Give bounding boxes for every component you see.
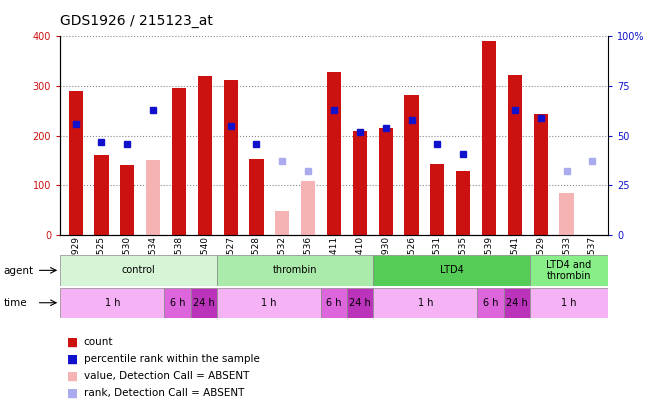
Bar [508, 75, 522, 235]
Bar [172, 87, 186, 235]
Bar [164, 288, 190, 318]
Bar [275, 211, 289, 235]
Bar [373, 255, 530, 286]
Text: 1 h: 1 h [104, 298, 120, 308]
Text: ■: ■ [67, 387, 78, 400]
Text: LTD4 and
thrombin: LTD4 and thrombin [546, 260, 591, 281]
Bar [146, 160, 160, 235]
Bar [94, 155, 109, 235]
Bar [534, 114, 548, 235]
Text: 6 h: 6 h [483, 298, 498, 308]
Text: LTD4: LTD4 [440, 265, 463, 275]
Text: 24 h: 24 h [349, 298, 371, 308]
Text: agent: agent [3, 266, 33, 275]
Text: count: count [84, 337, 113, 347]
Bar [190, 288, 216, 318]
Bar [530, 288, 608, 318]
Text: ■: ■ [67, 353, 78, 366]
Text: rank, Detection Call = ABSENT: rank, Detection Call = ABSENT [84, 388, 244, 398]
Bar [559, 193, 574, 235]
Bar [530, 255, 608, 286]
Text: ■: ■ [67, 370, 78, 383]
Bar [379, 128, 393, 235]
Text: 24 h: 24 h [506, 298, 528, 308]
Bar [478, 288, 504, 318]
Text: 24 h: 24 h [192, 298, 214, 308]
Bar [321, 288, 347, 318]
Bar [456, 171, 470, 235]
Bar [198, 76, 212, 235]
Bar [373, 288, 478, 318]
Text: percentile rank within the sample: percentile rank within the sample [84, 354, 259, 364]
Bar [60, 288, 164, 318]
Bar [69, 91, 83, 235]
Text: control: control [122, 265, 155, 275]
Bar [224, 80, 238, 235]
Text: thrombin: thrombin [273, 265, 317, 275]
Bar [482, 41, 496, 235]
Text: 1 h: 1 h [261, 298, 277, 308]
Bar [347, 288, 373, 318]
Text: value, Detection Call = ABSENT: value, Detection Call = ABSENT [84, 371, 249, 381]
Text: 6 h: 6 h [170, 298, 185, 308]
Bar [404, 95, 419, 235]
Text: 6 h: 6 h [326, 298, 342, 308]
Bar [353, 131, 367, 235]
Bar [327, 72, 341, 235]
Bar [216, 255, 373, 286]
Bar [216, 288, 321, 318]
Bar [120, 165, 134, 235]
Bar [60, 255, 216, 286]
Bar [301, 181, 315, 235]
Bar [249, 160, 264, 235]
Text: ■: ■ [67, 336, 78, 349]
Text: 1 h: 1 h [418, 298, 433, 308]
Text: GDS1926 / 215123_at: GDS1926 / 215123_at [60, 14, 213, 28]
Bar [504, 288, 530, 318]
Text: time: time [3, 298, 27, 308]
Bar [430, 164, 444, 235]
Text: 1 h: 1 h [561, 298, 576, 308]
